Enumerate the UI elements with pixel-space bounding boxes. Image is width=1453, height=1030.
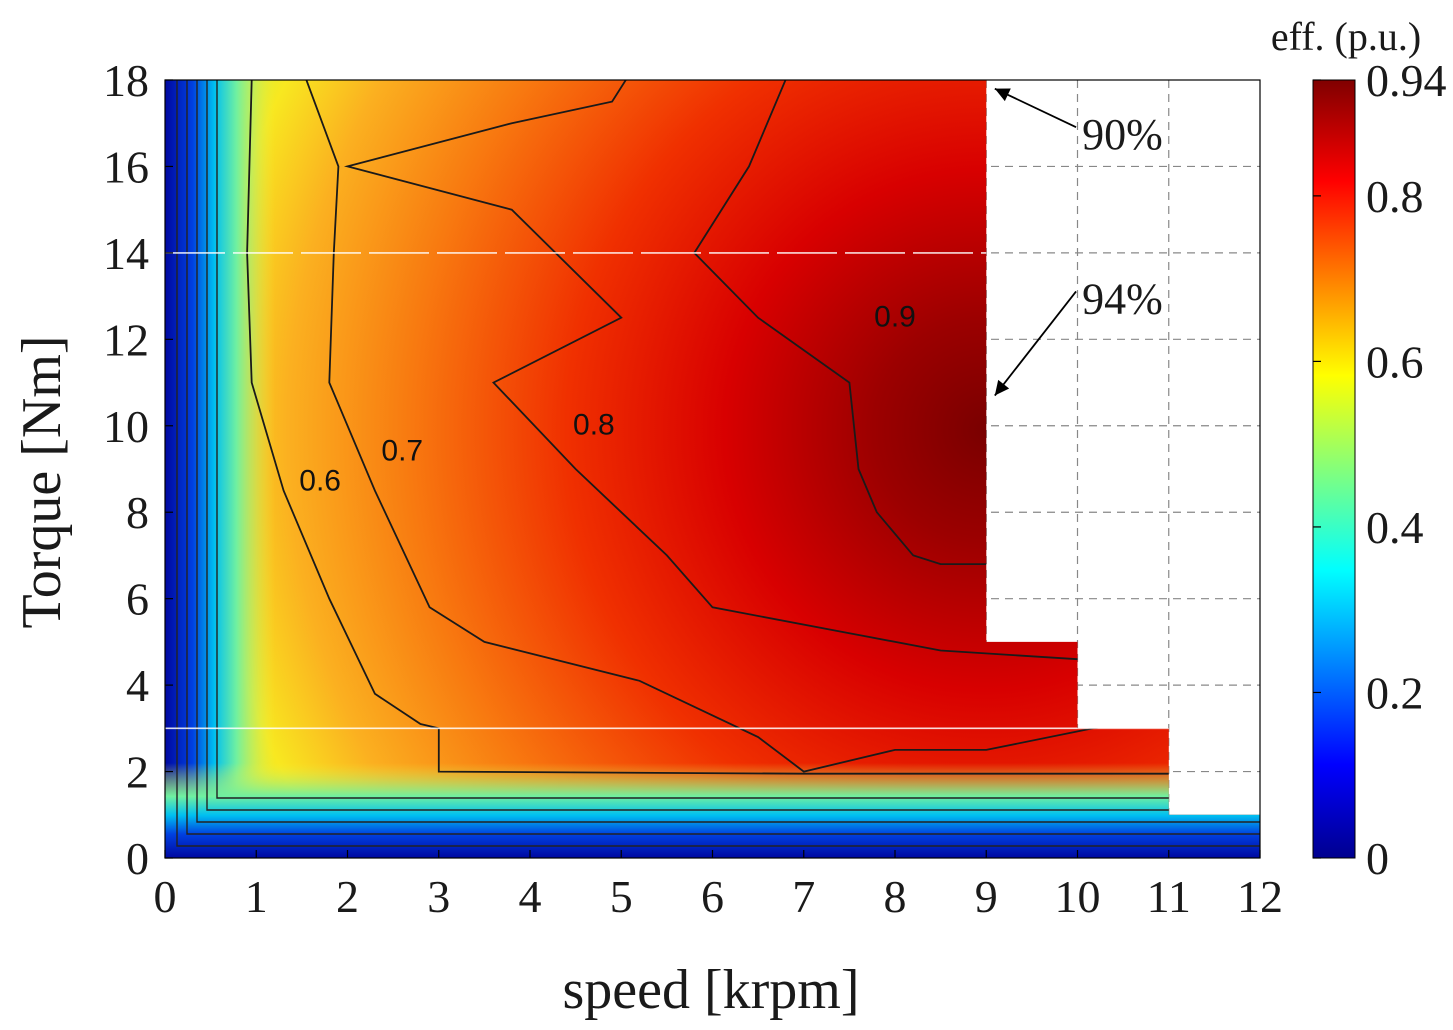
x-axis-title: speed [krpm]	[562, 959, 859, 1021]
colorbar-tick-label: 0.8	[1366, 171, 1424, 222]
y-tick-label: 6	[126, 574, 149, 625]
annotation-90-pct: 90%	[1082, 110, 1163, 159]
x-tick-label: 0	[154, 871, 177, 922]
colorbar-tick-label: 0	[1366, 833, 1389, 884]
annotation-94-pct: 94%	[1082, 274, 1163, 323]
annotation-arrow	[994, 87, 1077, 128]
y-tick-label: 4	[126, 660, 149, 711]
x-tick-label: 6	[701, 871, 724, 922]
y-tick-label: 14	[103, 228, 149, 279]
y-axis-ticks: 0 2 4 6 8 10 12 14 16 18	[103, 55, 173, 884]
x-tick-label: 4	[519, 871, 542, 922]
edge-contour-line	[206, 80, 1260, 811]
edge-contour-line	[186, 80, 1260, 835]
x-axis-ticks: 0 1 2 3 4 5 6 7 8 9 10 11 12	[154, 850, 1283, 922]
y-tick-label: 12	[103, 314, 149, 365]
contour-label-0.8: 0.8	[573, 408, 615, 441]
edge-contour-line	[216, 80, 1260, 799]
colorbar-tick-label: 0.6	[1366, 336, 1424, 387]
contour-line-0.6	[246, 80, 1169, 775]
colorbar-tick-label: 0.94	[1366, 55, 1447, 106]
colorbar-gradient	[1312, 79, 1356, 859]
y-tick-label: 18	[103, 55, 149, 106]
colorbar-ticks: 0 0.2 0.4 0.6 0.8 0.94	[1313, 55, 1447, 884]
colorbar-title: eff. (p.u.)	[1271, 14, 1421, 59]
x-tick-label: 9	[975, 871, 998, 922]
annotation-arrow	[994, 290, 1077, 397]
edge-contour-line	[176, 80, 1260, 847]
y-tick-label: 16	[103, 141, 149, 192]
y-tick-label: 8	[126, 487, 149, 538]
x-tick-label: 12	[1237, 871, 1283, 922]
contour-label-0.7: 0.7	[381, 434, 423, 467]
annotations: 90% 94%	[994, 87, 1163, 397]
x-tick-label: 2	[336, 871, 359, 922]
y-tick-label: 2	[126, 747, 149, 798]
x-tick-label: 7	[792, 871, 815, 922]
y-tick-label: 0	[126, 833, 149, 884]
edge-contour-lines	[176, 80, 1260, 847]
contour-label-0.6: 0.6	[299, 465, 341, 498]
low-efficiency-left-band	[165, 80, 275, 858]
contour-line-0.9	[693, 80, 987, 565]
y-tick-label: 10	[103, 401, 149, 452]
colorbar-tick-label: 0.4	[1366, 502, 1424, 553]
colorbar-tick-label: 0.2	[1366, 667, 1424, 718]
annotation-arrowhead	[994, 88, 1011, 102]
x-tick-label: 5	[610, 871, 633, 922]
y-axis-title: Torque [Nm]	[11, 335, 73, 628]
plot-area: 0.6 0.7 0.8 0.9 90% 94%	[164, 79, 1261, 859]
contour-labels: 0.6 0.7 0.8 0.9	[299, 300, 916, 497]
x-tick-label: 10	[1055, 871, 1101, 922]
contour-label-0.9: 0.9	[874, 300, 916, 333]
annotation-arrowhead	[994, 379, 1010, 396]
contour-line-0.8	[343, 80, 1078, 661]
x-tick-label: 1	[245, 871, 268, 922]
x-tick-label: 3	[427, 871, 450, 922]
x-tick-label: 11	[1147, 871, 1191, 922]
edge-contour-line	[196, 80, 1260, 823]
x-tick-label: 8	[884, 871, 907, 922]
colorbar: eff. (p.u.) 0 0.2 0.4 0.6 0.8 0.94	[1271, 14, 1447, 884]
